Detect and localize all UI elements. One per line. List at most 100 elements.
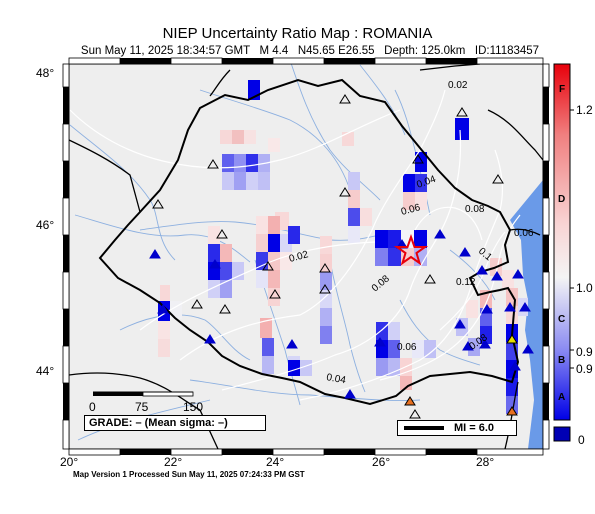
grid-cell (268, 270, 280, 288)
stations (149, 94, 534, 419)
grid-cell (348, 172, 360, 190)
grid-cell (388, 322, 400, 340)
station-marker (207, 159, 219, 169)
grid-cell (342, 132, 354, 146)
station-marker (191, 299, 203, 309)
lat-tick-label: 46° (36, 218, 54, 232)
uncertainty-grid (158, 80, 528, 414)
station-marker (319, 263, 331, 273)
grid-cell (244, 130, 256, 144)
grid-cell (256, 270, 268, 288)
station-marker (319, 284, 331, 294)
station-marker (504, 302, 516, 312)
scale-label: 150 (183, 400, 203, 414)
contour-label: 0.02 (288, 249, 310, 265)
grid-cell (414, 230, 427, 248)
grade-letter-d: D (558, 194, 565, 205)
grid-cell (158, 321, 170, 339)
grid-cell (256, 234, 268, 252)
grid-cell (222, 154, 234, 172)
lon-tick-label: 24° (266, 455, 284, 469)
grid-cell (262, 356, 274, 374)
contour-label-group: 0.02 0.04 0.06 0.08 0.06 0.1 0.12 0.08 0… (288, 80, 534, 386)
grid-cell (376, 322, 388, 340)
grid-cell (262, 338, 274, 356)
grid-cell (506, 378, 518, 396)
station-marker (412, 154, 424, 164)
grid-cell (466, 300, 478, 318)
station-marker (492, 174, 504, 184)
grid-cell (455, 118, 469, 140)
grid-cell (234, 172, 246, 190)
grid-cell (208, 226, 220, 244)
station-marker (459, 247, 471, 257)
grid-cell (320, 236, 332, 254)
grid-cell (506, 288, 518, 306)
station-marker (374, 337, 386, 347)
grid-cell (424, 340, 436, 358)
contour-label: 0.06 (400, 202, 422, 218)
grid-cell (403, 174, 415, 192)
station-marker (519, 302, 531, 312)
grid-cell (220, 244, 232, 262)
event-info: Sun May 11, 2025 18:34:57 GMT M 4.4 N45.… (80, 45, 540, 57)
grid-cell (388, 230, 401, 248)
grid-cell (300, 360, 312, 376)
station-marker (522, 344, 534, 354)
station-marker (157, 304, 169, 314)
station-marker (509, 361, 521, 371)
grid-cell (502, 270, 514, 288)
station-marker (339, 187, 351, 197)
mi-bar (404, 426, 444, 430)
grade-letter-c: C (558, 314, 565, 325)
station-marker (479, 339, 491, 349)
colorbar-value: 0 (578, 433, 585, 447)
station-marker (149, 249, 161, 259)
station-marker (286, 339, 298, 349)
grid-cell (256, 216, 268, 234)
station-marker (204, 334, 216, 344)
contour-label: 0.06 (397, 342, 417, 353)
station-marker (462, 341, 474, 351)
grid-cell (348, 226, 360, 244)
country-border (98, 78, 520, 406)
grid-cell (320, 326, 332, 344)
station-marker (434, 229, 446, 239)
grid-cell (412, 340, 424, 358)
grid-cell (388, 340, 400, 358)
grid-cell (415, 174, 427, 192)
grid-cell (246, 154, 258, 172)
map-frame (62, 57, 550, 456)
station-marker (216, 229, 228, 239)
black-sea (510, 180, 543, 449)
lon-tick-label: 20° (60, 455, 78, 469)
station-marker (512, 269, 524, 279)
mi-text: MI = 6.0 (454, 422, 495, 434)
scale-label: 75 (135, 400, 149, 414)
station-marker (269, 289, 281, 299)
station-marker (454, 319, 466, 329)
grid-cell (234, 154, 246, 172)
grid-cell (280, 252, 292, 270)
grid-cell (208, 280, 220, 298)
grid-cell (348, 208, 360, 226)
lat-tick-label: 44° (36, 364, 54, 378)
grid-cell (160, 285, 170, 301)
grid-cell (268, 138, 280, 152)
grid-cell (320, 290, 332, 308)
grid-cell (415, 152, 427, 172)
station-marker (476, 265, 488, 275)
lon-tick-label: 22° (164, 455, 182, 469)
grid-cell (388, 248, 401, 266)
contour-label: 0.06 (514, 228, 534, 239)
grid-cell (232, 130, 244, 144)
station-marker (339, 94, 351, 104)
station-marker (506, 334, 518, 344)
grade-text: GRADE: – (Mean sigma: –) (89, 417, 228, 429)
grid-cell (260, 318, 272, 338)
lon-tick-label: 28° (476, 455, 494, 469)
grade-letter-b: B (558, 355, 565, 366)
lon-tick-label: 26° (372, 455, 390, 469)
grid-cell (256, 252, 268, 270)
